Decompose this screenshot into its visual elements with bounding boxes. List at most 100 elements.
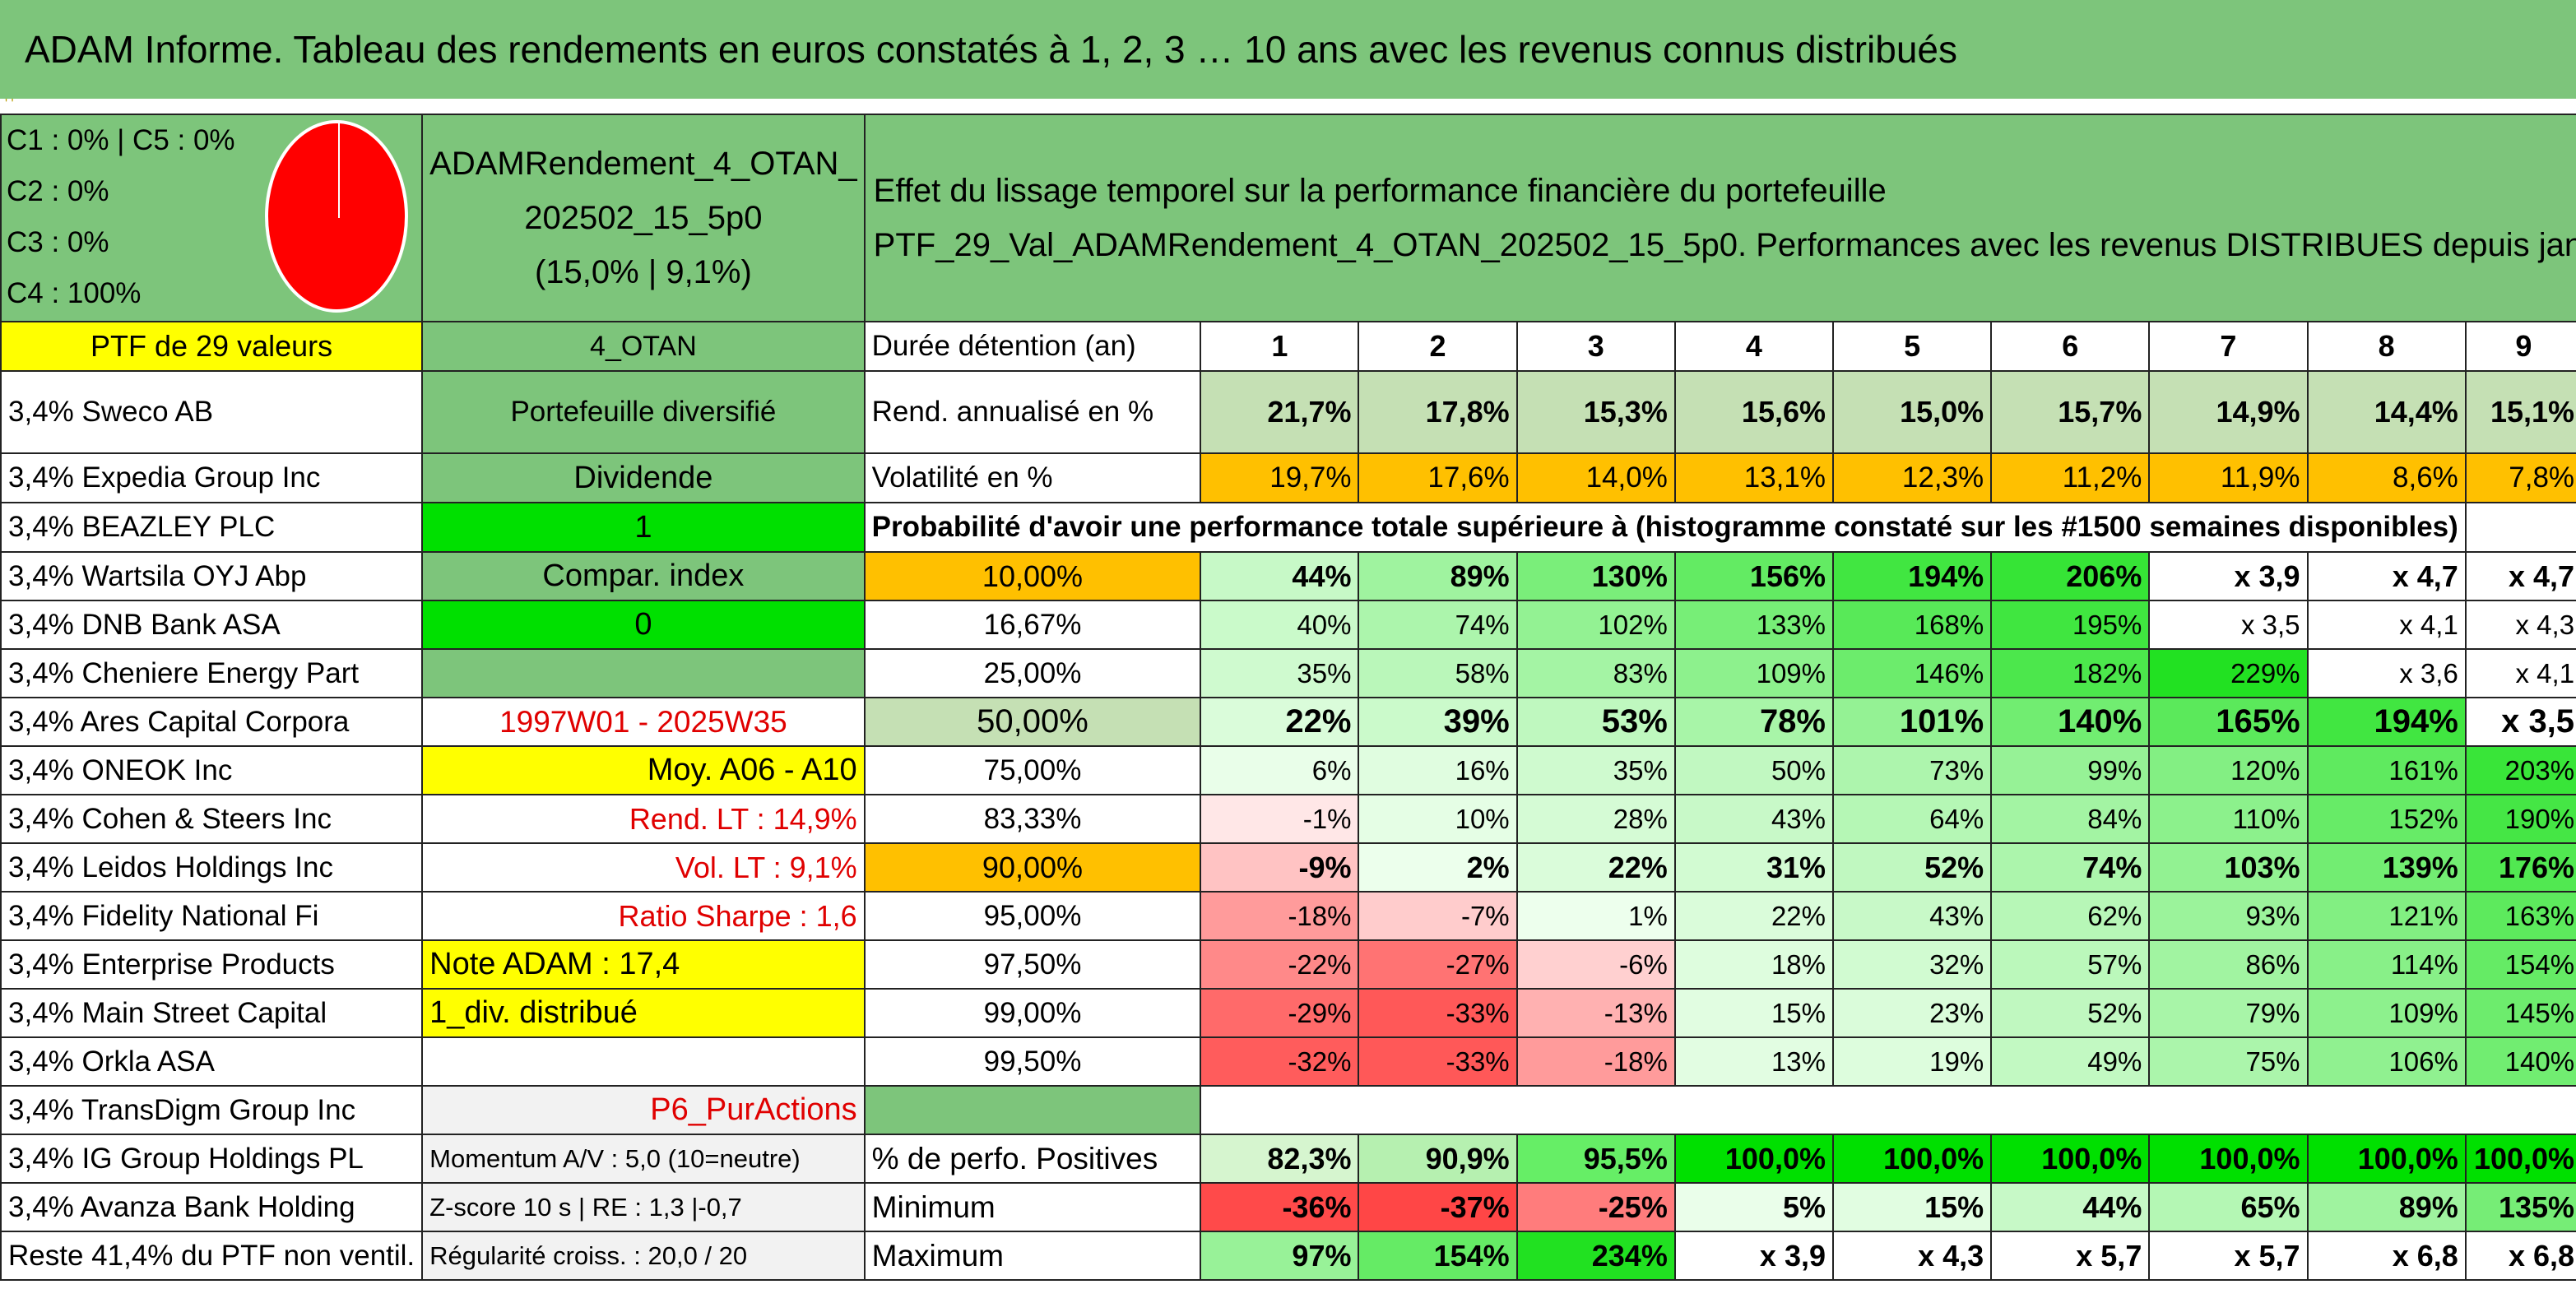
probability-value: 22% bbox=[1200, 697, 1360, 747]
probability-value: 40% bbox=[1200, 600, 1360, 650]
min-value: 44% bbox=[1990, 1182, 2151, 1232]
ptf-label: PTF de 29 valeurs bbox=[0, 321, 424, 372]
probability-value: x 4,7 bbox=[2464, 551, 2576, 601]
probability-value: 203% bbox=[2464, 745, 2576, 795]
rend-value: 15,0% bbox=[1831, 370, 1993, 454]
max-value: x 6,8 bbox=[2306, 1231, 2467, 1281]
rend-label: Rend. annualisé en % bbox=[863, 370, 1202, 454]
probability-level: 75,00% bbox=[863, 745, 1202, 795]
pos-value: 100,0% bbox=[1831, 1134, 1993, 1184]
composition-line: C1 : 0% | C5 : 0% bbox=[7, 124, 235, 156]
probability-value: 146% bbox=[1831, 648, 1993, 698]
probability-value: -13% bbox=[1515, 988, 1676, 1038]
probability-value: 206% bbox=[1990, 551, 2151, 601]
probability-level: 95,00% bbox=[863, 891, 1202, 941]
probability-value: 165% bbox=[2148, 697, 2309, 747]
description-line: PTF_29_Val_ADAMRendement_4_OTAN_202502_1… bbox=[873, 227, 2576, 263]
probability-value: 73% bbox=[1831, 745, 1993, 795]
probability-value: 19% bbox=[1831, 1036, 1993, 1087]
year-header: 6 bbox=[1990, 321, 2151, 372]
pos-value: 100,0% bbox=[1990, 1134, 2151, 1184]
max-value: 234% bbox=[1515, 1231, 1676, 1281]
probability-title: Probabilité d'avoir une performance tota… bbox=[863, 502, 2467, 553]
probability-value: 152% bbox=[2306, 794, 2467, 844]
probability-level: 10,00% bbox=[863, 551, 1202, 601]
holding-name: 3,4% TransDigm Group Inc bbox=[0, 1085, 424, 1135]
probability-value: 22% bbox=[1673, 891, 1835, 941]
probability-value: 32% bbox=[1831, 939, 1993, 990]
probability-value: 10% bbox=[1358, 794, 1518, 844]
probability-value: 74% bbox=[1358, 600, 1518, 650]
probability-value: 101% bbox=[1831, 697, 1993, 747]
probability-value: 109% bbox=[1673, 648, 1835, 698]
probability-value: 110% bbox=[2148, 794, 2309, 844]
probability-value: 23% bbox=[1831, 988, 1993, 1038]
min-value: -37% bbox=[1358, 1182, 1518, 1232]
probability-level: 83,33% bbox=[863, 794, 1202, 844]
vol-value: 13,1% bbox=[1673, 452, 1835, 503]
moy-label: Moy. A06 - A10 bbox=[421, 745, 866, 795]
holding-name: 3,4% Orkla ASA bbox=[0, 1036, 424, 1087]
probability-value: -22% bbox=[1200, 939, 1360, 990]
probability-value: 78% bbox=[1673, 697, 1835, 747]
pos-value: 90,9% bbox=[1358, 1134, 1518, 1184]
probability-value: -33% bbox=[1358, 1036, 1518, 1087]
portfolio-name-line: ADAMRendement_4_OTAN_ bbox=[429, 146, 857, 182]
probability-level: 50,00% bbox=[863, 697, 1202, 747]
year-header: 1 bbox=[1200, 321, 1360, 372]
probability-value: -1% bbox=[1200, 794, 1360, 844]
vol-value: 14,0% bbox=[1515, 452, 1676, 503]
probability-value: 163% bbox=[2464, 891, 2576, 941]
empty-cell bbox=[863, 1085, 1202, 1135]
probability-value: 75% bbox=[2148, 1036, 2309, 1087]
portfolio-code: 4_OTAN bbox=[421, 321, 866, 372]
probability-value: 140% bbox=[1990, 697, 2151, 747]
probability-value: 6% bbox=[1200, 745, 1360, 795]
empty-cell bbox=[2464, 502, 2576, 553]
probability-level: 16,67% bbox=[863, 600, 1202, 650]
probability-value: x 3,5 bbox=[2148, 600, 2309, 650]
vol-value: 11,2% bbox=[1990, 452, 2151, 503]
note-adam-label: Note ADAM : 17,4 bbox=[421, 939, 866, 990]
holding-name: 3,4% Expedia Group Inc bbox=[0, 452, 424, 503]
probability-value: 57% bbox=[1990, 939, 2151, 990]
probability-value: -18% bbox=[1515, 1036, 1676, 1087]
max-value: x 6,8 bbox=[2464, 1231, 2576, 1281]
holding-name: 3,4% Fidelity National Fi bbox=[0, 891, 424, 941]
holding-name: Reste 41,4% du PTF non ventil. bbox=[0, 1231, 424, 1281]
probability-value: 16% bbox=[1358, 745, 1518, 795]
min-label: Minimum bbox=[863, 1182, 1202, 1232]
probability-value: 13% bbox=[1673, 1036, 1835, 1087]
probability-value: 145% bbox=[2464, 988, 2576, 1038]
info-line: Momentum A/V : 5,0 (10=neutre) bbox=[421, 1134, 866, 1184]
holding-name: 3,4% Enterprise Products bbox=[0, 939, 424, 990]
probability-value: 18% bbox=[1673, 939, 1835, 990]
probability-value: 62% bbox=[1990, 891, 2151, 941]
rend-lt-label: Rend. LT : 14,9% bbox=[421, 794, 866, 844]
info-line: Z-score 10 s | RE : 1,3 |-0,7 bbox=[421, 1182, 866, 1232]
vol-value: 12,3% bbox=[1831, 452, 1993, 503]
compar-index-label: Compar. index bbox=[421, 551, 866, 601]
year-header: 7 bbox=[2148, 321, 2309, 372]
report-title: ADAM Informe. Tableau des rendements en … bbox=[0, 0, 2576, 99]
max-value: 154% bbox=[1358, 1231, 1518, 1281]
probability-value: 2% bbox=[1358, 842, 1518, 893]
probability-value: -27% bbox=[1358, 939, 1518, 990]
info-line: Régularité croiss. : 20,0 / 20 bbox=[421, 1231, 866, 1281]
pos-value: 100,0% bbox=[1673, 1134, 1835, 1184]
probability-level: 90,00% bbox=[863, 842, 1202, 893]
probability-value: x 4,3 bbox=[2464, 600, 2576, 650]
probability-value: 35% bbox=[1200, 648, 1360, 698]
pos-value: 100,0% bbox=[2306, 1134, 2467, 1184]
holding-name: 3,4% Sweco AB bbox=[0, 370, 424, 454]
probability-value: -33% bbox=[1358, 988, 1518, 1038]
description-line: Effet du lissage temporel sur la perform… bbox=[873, 173, 1887, 209]
holding-name: 3,4% Cheniere Energy Part bbox=[0, 648, 424, 698]
probability-value: 84% bbox=[1990, 794, 2151, 844]
probability-value: 50% bbox=[1673, 745, 1835, 795]
probability-value: 53% bbox=[1515, 697, 1676, 747]
probability-value: 35% bbox=[1515, 745, 1676, 795]
probability-value: 103% bbox=[2148, 842, 2309, 893]
rend-value: 15,6% bbox=[1673, 370, 1835, 454]
description-panel: Effet du lissage temporel sur la perform… bbox=[863, 114, 2576, 322]
